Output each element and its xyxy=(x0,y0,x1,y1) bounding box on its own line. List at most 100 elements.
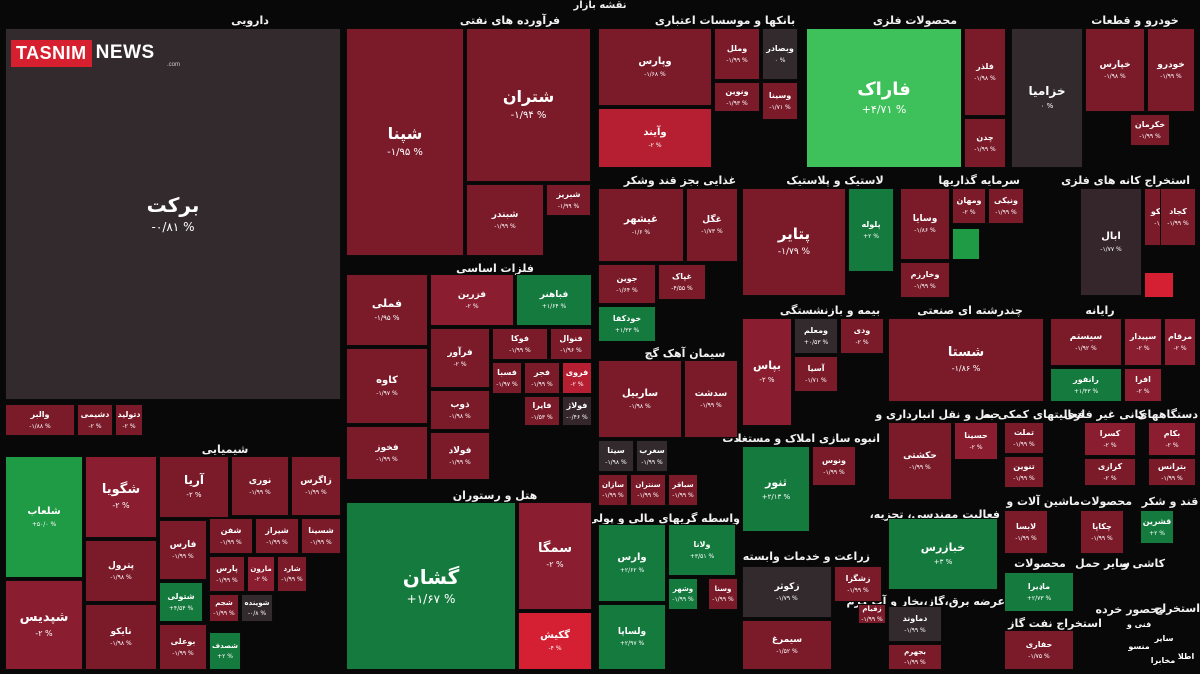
stock-tile[interactable]: افرا % ۲- xyxy=(1124,368,1162,402)
stock-tile[interactable]: پارس % ۱/۹۹- xyxy=(209,556,245,592)
stock-tile[interactable]: ولساپا % ۲/۹۷+ xyxy=(598,604,666,670)
stock-tile[interactable]: خزامیا % ۰ xyxy=(1011,28,1083,168)
stock-tile[interactable]: بکام % ۲- xyxy=(1148,422,1196,456)
stock-tile[interactable]: مرقام % ۲- xyxy=(1164,318,1196,366)
stock-tile[interactable]: فولاد % ۱/۹۹- xyxy=(430,432,490,480)
stock-tile[interactable]: وخارزم % ۱/۹۹- xyxy=(900,262,950,298)
stock-tile[interactable]: شارد % ۱/۹۹- xyxy=(277,556,307,592)
stock-tile[interactable]: سنتران % ۱/۹۹- xyxy=(630,474,666,506)
stock-tile[interactable]: وشهر % ۱/۹۹- xyxy=(668,578,698,610)
stock-tile[interactable]: فوکا % ۱/۹۹- xyxy=(492,328,548,360)
stock-tile[interactable]: شتولی % ۴/۵۴+ xyxy=(159,582,203,622)
stock-tile[interactable]: شگویا % ۲- xyxy=(85,456,157,538)
stock-tile[interactable]: ماډیرا % ۲/۷۳+ xyxy=(1004,572,1074,612)
stock-tile[interactable]: تنوین % ۱/۹۹- xyxy=(1004,456,1044,488)
stock-tile[interactable]: گکیش % ۴- xyxy=(518,612,592,670)
stock-tile[interactable]: شستا % ۱/۸۶- xyxy=(888,318,1044,402)
stock-tile[interactable]: فنوال % ۱/۹۶- xyxy=(550,328,592,360)
stock-tile[interactable]: ثنور % ۲/۱۳+ xyxy=(742,446,810,532)
stock-tile[interactable]: شیراز % ۱/۹۹- xyxy=(255,518,299,554)
stock-tile[interactable]: غگل % ۱/۷۳- xyxy=(686,188,738,262)
stock-tile[interactable]: مارون % ۲- xyxy=(247,556,275,592)
stock-tile[interactable]: فولاژ % ۰/۴۶- xyxy=(562,396,592,426)
stock-tile[interactable]: بپاس % ۲- xyxy=(742,318,792,426)
stock-tile[interactable]: جوین % ۱/۶۴- xyxy=(598,264,656,304)
stock-tile[interactable]: فباهنر % ۱/۶۴+ xyxy=(516,274,592,326)
stock-tile[interactable]: غپاک % ۴/۵۵- xyxy=(658,264,706,300)
stock-tile[interactable]: فروی % ۲- xyxy=(562,362,592,394)
stock-tile[interactable]: آریا % ۲- xyxy=(159,456,229,518)
stock-tile[interactable]: فایرا % ۱/۵۳- xyxy=(524,396,560,426)
stock-tile[interactable]: فارس % ۱/۹۹- xyxy=(159,520,207,580)
stock-tile[interactable]: خودرو % ۱/۹۹- xyxy=(1147,28,1195,112)
stock-tile[interactable]: قشرین % ۲+ xyxy=(1140,510,1174,544)
stock-tile[interactable]: رانفور % ۱/۴۳+ xyxy=(1050,368,1122,402)
stock-tile[interactable]: سپیدار % ۲- xyxy=(1124,318,1162,366)
stock-tile[interactable] xyxy=(952,228,980,260)
stock-tile[interactable]: خودکفا % ۱/۳۳+ xyxy=(598,306,656,342)
stock-tile[interactable]: بوعلی % ۱/۹۹- xyxy=(159,624,207,670)
stock-tile[interactable]: سمگا % ۲- xyxy=(518,502,592,610)
stock-tile[interactable]: گشان % ۱/۶۷+ xyxy=(346,502,516,670)
stock-tile[interactable]: ابال % ۱/۷۷- xyxy=(1080,188,1142,296)
stock-tile[interactable]: وآیند % ۲- xyxy=(598,108,712,168)
stock-tile-small[interactable]: مخابرا xyxy=(1148,654,1178,668)
stock-tile[interactable]: حسینا % ۲- xyxy=(954,422,998,460)
stock-tile[interactable]: فاراک % ۴/۷۱+ xyxy=(806,28,962,168)
stock-tile-small[interactable]: سایر xyxy=(1154,632,1174,646)
stock-tile[interactable]: ولانا % ۳/۵۱+ xyxy=(668,524,736,576)
stock-tile-small[interactable]: اطلا xyxy=(1176,650,1196,664)
stock-tile[interactable]: وپارس % ۱/۶۸- xyxy=(598,28,712,106)
stock-tile[interactable]: وبصادر % ۰ xyxy=(762,28,798,80)
stock-tile[interactable]: وسایا % ۱/۸۶- xyxy=(900,188,950,260)
stock-tile[interactable]: پترول % ۱/۹۸- xyxy=(85,540,157,602)
stock-tile[interactable]: سباقر % ۱/۹۹- xyxy=(668,474,698,506)
stock-tile[interactable]: کرازی % ۲- xyxy=(1084,458,1136,486)
stock-tile[interactable]: شبندر % ۱/۹۹- xyxy=(466,184,544,256)
stock-tile[interactable]: ونوین % ۱/۹۳- xyxy=(714,82,760,112)
stock-tile[interactable]: حفاری % ۱/۷۵- xyxy=(1004,630,1074,670)
stock-tile[interactable]: ودی % ۲- xyxy=(840,318,884,354)
stock-tile[interactable]: وسینا % ۱/۷۱- xyxy=(762,82,798,120)
stock-tile[interactable]: شلعاب % ۵۰/۰+ xyxy=(5,456,83,578)
stock-tile[interactable]: خبازرس % ۳+ xyxy=(888,518,998,590)
stock-tile[interactable]: فجر % ۱/۹۹- xyxy=(524,362,560,394)
stock-tile[interactable]: تملت % ۱/۹۹- xyxy=(1004,422,1044,454)
stock-tile[interactable]: پتایر % ۱/۷۹- xyxy=(742,188,846,296)
stock-tile[interactable]: کجاد % ۱/۹۹- xyxy=(1160,188,1196,246)
stock-tile[interactable]: فسبا % ۱/۹۷- xyxy=(492,362,522,394)
stock-tile[interactable]: سازان % ۱/۹۹- xyxy=(598,474,628,506)
stock-tile[interactable]: چکاپا % ۱/۹۹- xyxy=(1080,510,1124,554)
stock-tile-small[interactable]: دشیمی % ۲- xyxy=(77,404,113,436)
stock-tile[interactable]: خپارس % ۱/۹۸- xyxy=(1085,28,1145,112)
stock-tile[interactable]: ساربیل % ۱/۹۸- xyxy=(598,360,682,438)
stock-tile[interactable]: شسینا % ۱/۹۹- xyxy=(301,518,341,554)
stock-tile-small[interactable]: والبر % ۱/۸۸- xyxy=(5,404,75,436)
stock-tile[interactable]: سیستم % ۱/۹۲- xyxy=(1050,318,1122,366)
stock-tile[interactable]: زاگرس % ۱/۹۹- xyxy=(291,456,341,516)
stock-tile-small[interactable]: فنی و xyxy=(1124,617,1154,633)
stock-tile[interactable]: ومهان % ۲- xyxy=(952,188,986,224)
stock-tile[interactable]: فلذر % ۱/۹۸- xyxy=(964,28,1006,116)
stock-tile[interactable]: بجهرم % ۱/۹۹- xyxy=(888,644,942,670)
stock-tile[interactable]: غیشهر % ۱/۶- xyxy=(598,188,684,262)
stock-tile[interactable]: سیمرغ % ۱/۵۲- xyxy=(742,620,832,670)
stock-tile[interactable]: وسنا % ۱/۹۹- xyxy=(708,578,738,610)
stock-tile[interactable]: خکرمان % ۱/۹۹- xyxy=(1130,114,1170,146)
stock-tile[interactable]: فرآور % ۲- xyxy=(430,328,490,388)
stock-tile[interactable]: شتران % ۱/۹۴- xyxy=(466,28,591,182)
stock-tile[interactable]: سغرب % ۱/۹۹- xyxy=(636,440,668,472)
stock-tile[interactable]: زفیام % ۱/۹۹- xyxy=(858,604,886,624)
stock-tile[interactable]: ونیکی % ۱/۹۹- xyxy=(988,188,1024,224)
stock-tile[interactable]: برکت % ۰/۸۱- xyxy=(5,28,341,400)
stock-tile[interactable]: دماوند % ۱/۹۹- xyxy=(888,606,942,642)
stock-tile[interactable]: زشگزا % ۱/۹۹- xyxy=(834,566,882,602)
stock-tile[interactable] xyxy=(1144,272,1174,298)
stock-tile[interactable]: وملل % ۱/۹۹- xyxy=(714,28,760,80)
stock-tile[interactable]: ذوب % ۱/۹۸- xyxy=(430,390,490,430)
stock-tile[interactable]: سیتا % ۱/۹۸- xyxy=(598,440,634,472)
stock-tile-small[interactable]: دتولید % ۲- xyxy=(115,404,143,436)
stock-tile[interactable]: چدن % ۱/۹۹- xyxy=(964,118,1006,168)
stock-tile[interactable]: فخوز % ۱/۹۹- xyxy=(346,426,428,480)
stock-tile[interactable]: شبریز % ۱/۹۹- xyxy=(546,184,591,216)
